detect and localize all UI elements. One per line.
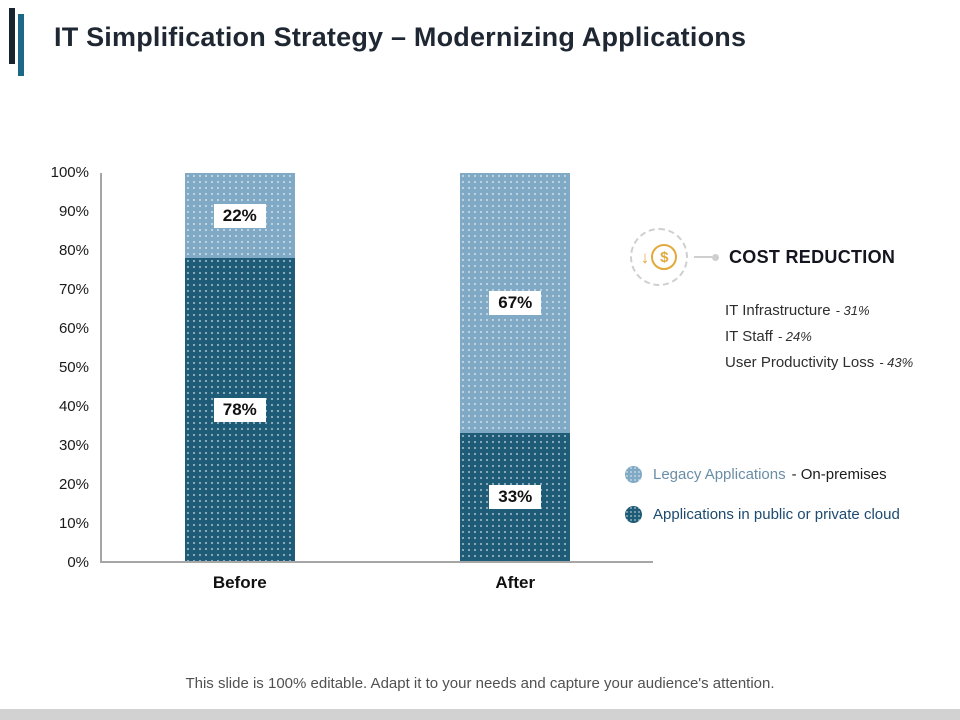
cost-item-productivity-loss: User Productivity Loss - 43% [725, 354, 950, 371]
plot-area: 78% 22% Before 33% 67% After [100, 173, 653, 592]
data-label-cloud-before: 78% [213, 397, 266, 422]
slide-title: IT Simplification Strategy – Modernizing… [54, 22, 747, 52]
bar-group-before: 78% 22% Before [184, 173, 295, 592]
y-tick-label: 100% [50, 164, 89, 181]
segment-cloud-after: 33% [460, 432, 571, 561]
cost-reduction-icon: ↓ $ [630, 228, 688, 286]
cost-item-label: IT Staff [725, 328, 773, 345]
y-tick-label: 30% [58, 437, 89, 454]
y-tick-label: 80% [58, 242, 89, 259]
y-tick-label: 60% [58, 320, 89, 337]
cost-reduction-items: IT Infrastructure - 31% IT Staff - 24% Use… [725, 302, 950, 371]
chart-legend: Legacy Applications - On-premises Applic… [625, 466, 900, 546]
legend-swatch-cloud [625, 506, 642, 523]
y-tick-label: 90% [58, 203, 89, 220]
y-tick-label: 70% [58, 281, 89, 298]
bar-group-after: 33% 67% After [460, 173, 571, 592]
connector-line [694, 256, 712, 258]
y-tick-label: 20% [58, 476, 89, 493]
bar-after: 33% 67% [460, 173, 571, 561]
cost-reduction-header: ↓ $ COST REDUCTION [630, 228, 950, 286]
y-tick-label: 10% [58, 515, 89, 532]
accent-bar-teal [18, 14, 24, 76]
y-tick-label: 0% [67, 554, 89, 571]
footer-note: This slide is 100% editable. Adapt it to… [185, 675, 775, 692]
legend-swatch-legacy [625, 466, 642, 483]
segment-cloud-before: 78% [184, 258, 295, 561]
title-accent-bars [9, 8, 27, 76]
cost-item-value: - 24% [777, 329, 812, 344]
legend-item-legacy: Legacy Applications - On-premises [625, 466, 900, 483]
down-arrow-icon: ↓ [640, 247, 650, 267]
segment-legacy-before: 22% [184, 173, 295, 259]
cost-item-staff: IT Staff - 24% [725, 328, 950, 345]
cost-item-label: User Productivity Loss [725, 354, 875, 371]
y-tick-label: 50% [58, 359, 89, 376]
cost-item-value: - 43% [879, 355, 914, 370]
stacked-bar-chart: 100% 90% 80% 70% 60% 50% 40% 30% 20% 10% 0% 78% 22… [51, 164, 653, 592]
legend-label-legacy: Legacy Applications [653, 466, 786, 483]
legend-suffix-legacy: - On-premises [791, 466, 887, 483]
connector-dot [712, 253, 719, 261]
data-label-cloud-after: 33% [489, 484, 542, 509]
bottom-strip [0, 709, 960, 720]
y-tick-label: 40% [58, 398, 89, 415]
cost-reduction-heading: COST REDUCTION [729, 246, 896, 267]
bar-before: 78% 22% [184, 173, 295, 561]
segment-legacy-after: 67% [460, 173, 571, 433]
data-label-legacy-after: 67% [489, 290, 542, 315]
legend-label-cloud: Applications in public or private cloud [653, 506, 900, 523]
cost-item-infrastructure: IT Infrastructure - 31% [725, 302, 950, 319]
accent-bar-dark [9, 8, 15, 64]
category-label-after: After [495, 573, 536, 592]
dollar-icon: $ [651, 244, 678, 270]
category-label-before: Before [212, 573, 267, 592]
cost-reduction-panel: ↓ $ COST REDUCTION IT Infrastructure - 31… [630, 228, 950, 380]
cost-item-label: IT Infrastructure [725, 302, 831, 319]
legend-item-cloud: Applications in public or private cloud [625, 506, 900, 523]
cost-item-value: - 31% [835, 303, 870, 318]
y-axis: 100% 90% 80% 70% 60% 50% 40% 30% 20% 10% 0% [51, 164, 89, 572]
data-label-legacy-before: 22% [213, 203, 266, 228]
